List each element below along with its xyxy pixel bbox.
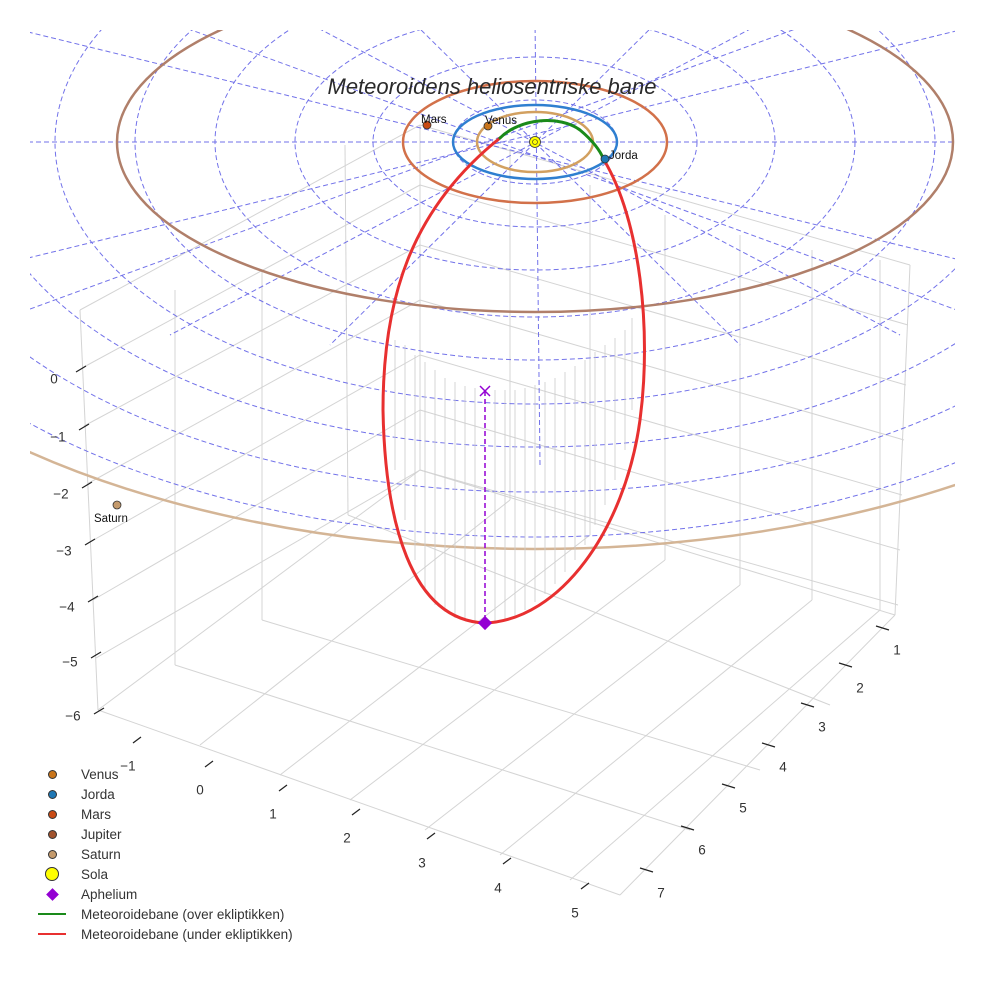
sun-marker (529, 136, 541, 148)
y-tick-label: 1 (893, 642, 901, 658)
x-tick-label: 5 (571, 905, 579, 921)
axis-grid (79, 124, 911, 896)
y-tick-label: 6 (698, 842, 706, 858)
ecliptic-grid (30, 30, 955, 538)
y-tick-label: 2 (856, 680, 864, 696)
venus-marker (483, 121, 493, 131)
jorda-dot-icon (47, 789, 57, 799)
x-tick-label: 3 (418, 855, 426, 871)
venus-dot-icon (47, 769, 57, 779)
orbit-above-ecliptic (498, 119, 606, 162)
legend-item-orbit-below[interactable]: Meteoroidebane (under ekliptikken) (30, 924, 293, 944)
z-tick-label: −5 (62, 654, 78, 670)
x-tick-label: 1 (269, 806, 277, 822)
jupiter-dot-icon (47, 829, 57, 839)
legend-item-mars[interactable]: Mars (30, 804, 293, 824)
axis-ticks (75, 365, 890, 890)
mars-label: Mars (421, 114, 447, 126)
z-tick-label: 0 (50, 371, 58, 387)
aphelion-diamond-icon (45, 887, 59, 901)
x-tick-label: −1 (120, 758, 136, 774)
mars-orbit (401, 79, 669, 205)
legend-item-venus[interactable]: Venus (30, 764, 293, 784)
x-tick-label: 4 (494, 880, 502, 896)
legend-item-saturn[interactable]: Saturn (30, 844, 293, 864)
legend-item-aphelium[interactable]: Aphelium (30, 884, 293, 904)
green-line-icon (38, 913, 66, 915)
y-tick-label: 3 (818, 719, 826, 735)
legend-item-jorda[interactable]: Jorda (30, 784, 293, 804)
jorda-label: Jorda (609, 150, 638, 162)
legend-item-sola[interactable]: Sola (30, 864, 293, 884)
legend-item-orbit-above[interactable]: Meteoroidebane (over ekliptikken) (30, 904, 293, 924)
bodies[interactable] (112, 120, 610, 510)
mars-marker (422, 120, 432, 130)
z-tick-label: −1 (50, 429, 66, 445)
z-tick-label: −2 (53, 486, 69, 502)
aphelion-diamond-icon (477, 615, 493, 631)
red-line-icon (38, 933, 66, 935)
z-tick-label: −4 (59, 599, 75, 615)
drop-lines (394, 318, 633, 622)
y-tick-label: 4 (779, 759, 787, 775)
y-tick-label: 7 (657, 885, 665, 901)
saturn-label: Saturn (94, 513, 128, 525)
legend: Venus Jorda Mars Jupiter Saturn Sola Aph… (30, 764, 293, 944)
sun-dot-icon (45, 867, 59, 881)
z-tick-label: −3 (56, 543, 72, 559)
legend-item-jupiter[interactable]: Jupiter (30, 824, 293, 844)
x-tick-label: 2 (343, 830, 351, 846)
jupiter-orbit (115, 30, 955, 314)
y-tick-label: 5 (739, 800, 747, 816)
z-tick-label: −6 (65, 708, 81, 724)
earth-orbit (451, 103, 619, 181)
saturn-dot-icon (47, 849, 57, 859)
aphelion-projection-x-icon (479, 385, 491, 397)
mars-dot-icon (47, 809, 57, 819)
saturn-marker (112, 500, 122, 510)
earth-marker (600, 154, 610, 164)
aphelion[interactable] (477, 385, 493, 631)
x-tick-label: 0 (196, 782, 204, 798)
venus-label: Venus (485, 115, 517, 127)
